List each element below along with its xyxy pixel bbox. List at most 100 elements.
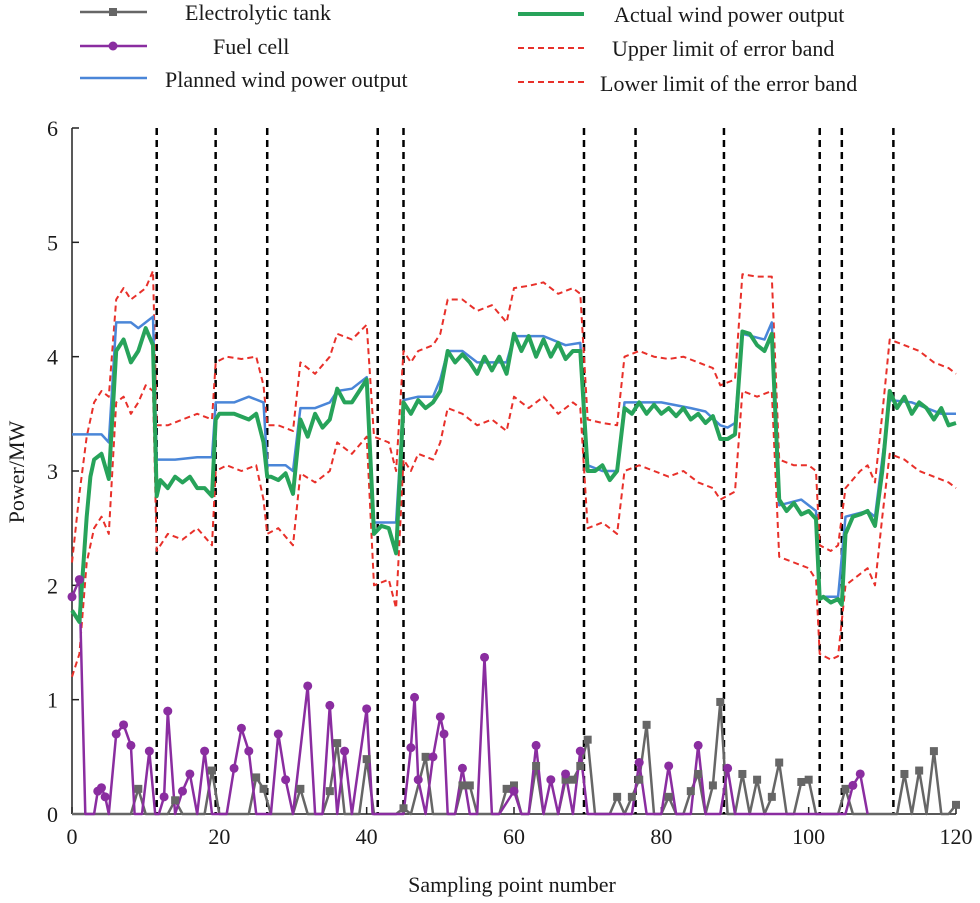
fuel-cell-point-65 <box>546 775 556 785</box>
electrolytic-tank-point-72 <box>797 777 806 786</box>
legend-item-electrolytic-tank: Electrolytic tank <box>80 0 331 25</box>
y-tick-label-4: 4 <box>47 345 58 370</box>
electrolytic-tank-point-11 <box>252 773 261 782</box>
fuel-cell-point-40 <box>340 746 350 756</box>
fuel-cell-point-8 <box>111 729 121 739</box>
fuel-cell-point-28 <box>244 746 254 756</box>
electrolytic-tank-point-35 <box>510 781 518 790</box>
electrolytic-tank-point-8 <box>207 766 216 775</box>
fuel-cell-point-16 <box>159 792 169 802</box>
legend-label-fuel-cell: Fuel cell <box>213 34 289 59</box>
fuel-cell-point-42 <box>362 704 372 714</box>
x-tick-label-80: 80 <box>650 824 672 849</box>
fuel-cell-point-10 <box>126 740 136 750</box>
fuel-cell-point-1 <box>74 575 84 585</box>
legend-item-upper-limit: Upper limit of error band <box>518 36 834 61</box>
y-tick-label-1: 1 <box>47 688 58 713</box>
legend-marker-circle <box>108 41 118 51</box>
fuel-cell-point-17 <box>163 706 173 716</box>
x-axis-title: Sampling point number <box>408 872 616 897</box>
electrolytic-tank-point-50 <box>635 775 644 784</box>
y-tick-label-3: 3 <box>47 459 58 484</box>
fuel-cell-point-27 <box>236 723 246 733</box>
electrolytic-tank-point-73 <box>804 775 813 784</box>
fuel-cell-point-20 <box>185 769 195 779</box>
electrolytic-tank-point-57 <box>686 787 695 796</box>
fuel-cell-point-51 <box>439 729 449 739</box>
fuel-cell-point-0 <box>67 592 77 602</box>
electrolytic-tank-point-54 <box>664 792 673 801</box>
electrolytic-tank-point-47 <box>613 792 622 801</box>
electrolytic-tank-point-64 <box>738 769 747 778</box>
electrolytic-tank-point-66 <box>753 775 762 784</box>
x-tick-label-120: 120 <box>940 824 973 849</box>
y-tick-label-2: 2 <box>47 573 58 598</box>
legend-label-planned-wind-power: Planned wind power output <box>165 67 408 92</box>
electrolytic-tank-point-51 <box>642 720 651 729</box>
y-tick-label-5: 5 <box>47 230 58 255</box>
fuel-cell-point-60 <box>509 786 519 796</box>
electrolytic-tank-point-60 <box>708 781 717 790</box>
fuel-cell-point-19 <box>178 786 187 796</box>
electrolytic-tank-point-18 <box>325 787 334 796</box>
electrolytic-tank-point-68 <box>767 792 776 801</box>
fuel-cell-point-81 <box>723 763 733 773</box>
fuel-cell-point-38 <box>325 700 335 710</box>
fuel-cell-point-57 <box>480 652 490 662</box>
fuel-cell-point-6 <box>100 792 110 802</box>
fuel-cell-line <box>70 578 869 816</box>
y-axis-title: Power/MW <box>4 420 29 523</box>
legend-item-actual-wind-power: Actual wind power output <box>518 2 844 27</box>
electrolytic-tank-point-34 <box>502 784 511 793</box>
fuel-cell-point-54 <box>457 763 467 773</box>
fuel-cell-point-75 <box>664 761 674 771</box>
electrolytic-tank-point-61 <box>716 697 725 706</box>
fuel-cell-point-67 <box>561 769 571 779</box>
legend: Electrolytic tank Fuel cell Planned wind… <box>80 0 857 96</box>
fuel-cell-point-26 <box>229 763 239 773</box>
electrolytic-tank-point-15 <box>296 784 305 793</box>
fuel-cell-point-13 <box>144 746 154 756</box>
fuel-cell-point-87 <box>855 769 865 779</box>
x-tick-label-60: 60 <box>503 824 525 849</box>
fuel-cell-point-72 <box>634 758 644 768</box>
x-tick-label-20: 20 <box>208 824 230 849</box>
fuel-cell-point-35 <box>303 681 313 691</box>
fuel-cell-point-32 <box>273 729 283 739</box>
electrolytic-tank-point-43 <box>576 761 585 770</box>
electrolytic-tank-point-49 <box>627 792 636 801</box>
fuel-cell-point-86 <box>848 780 858 790</box>
fuel-cell-point-46 <box>410 692 420 702</box>
fuel-cell-point-22 <box>200 746 210 756</box>
fuel-cell-point-49 <box>428 752 438 762</box>
x-tick-label-40: 40 <box>356 824 378 849</box>
actual-wind-power-line <box>70 326 957 624</box>
fuel-cell-point-50 <box>435 712 445 722</box>
legend-item-lower-limit: Lower limit of the error band <box>518 71 857 96</box>
legend-label-actual-wind-power: Actual wind power output <box>614 2 844 27</box>
legend-item-planned-wind-power: Planned wind power output <box>80 67 408 92</box>
planned-wind-power-line <box>72 315 956 599</box>
electrolytic-tank-point-76 <box>841 784 850 793</box>
electrolytic-tank-point-12 <box>259 784 268 793</box>
electrolytic-tank-point-5 <box>171 796 180 805</box>
electrolytic-tank-point-69 <box>775 758 784 767</box>
x-tick-label-100: 100 <box>792 824 825 849</box>
electrolytic-tank-point-83 <box>929 747 938 756</box>
fuel-cell-point-47 <box>413 775 423 785</box>
electrolytic-tank-point-42 <box>568 775 577 784</box>
electrolytic-tank-point-58 <box>694 769 703 778</box>
legend-label-upper-limit: Upper limit of error band <box>612 36 834 61</box>
electrolytic-tank-point-86 <box>952 800 960 809</box>
fuel-cell-point-9 <box>119 720 129 730</box>
electrolytic-tank-point-25 <box>399 804 408 813</box>
electrolytic-tank-point-2 <box>134 784 143 793</box>
electrolytic-tank-point-41 <box>561 775 570 784</box>
electrolytic-tank-point-38 <box>532 761 541 770</box>
x-tick-label-0: 0 <box>67 824 78 849</box>
fuel-cell-point-78 <box>693 740 703 750</box>
fuel-cell-point-5 <box>96 783 106 793</box>
electrolytic-tank-point-81 <box>915 766 924 775</box>
